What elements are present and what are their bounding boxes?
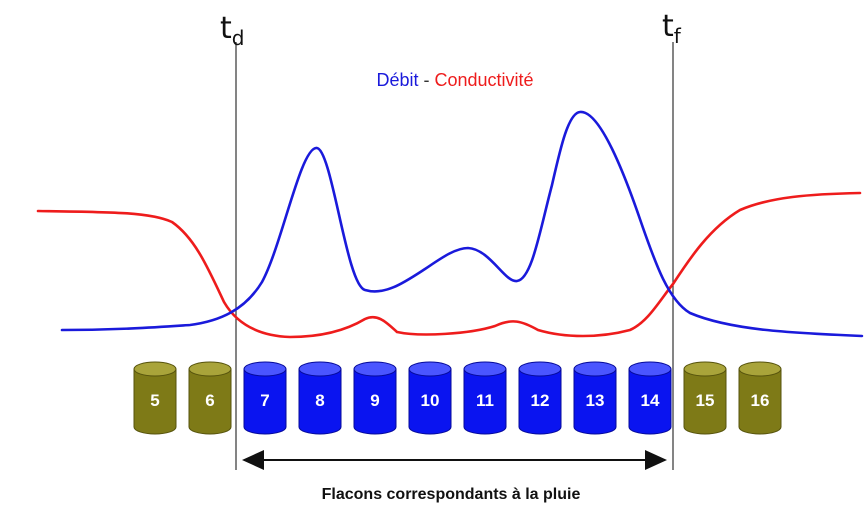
- bottle-row: 5 6 7 8 9 10 11 12 13 14 15 16: [133, 361, 782, 435]
- bottle-body: [298, 368, 342, 435]
- bottle-label: 7: [260, 391, 269, 410]
- bottle-cap: [408, 361, 452, 377]
- bottle-14: 14: [628, 361, 672, 435]
- bottle-cap: [738, 361, 782, 377]
- bottle-cap: [518, 361, 562, 377]
- bottle-label: 11: [476, 391, 494, 410]
- bottle-cap: [628, 361, 672, 377]
- bottle-label: 8: [315, 391, 324, 410]
- bottle-8: 8: [298, 361, 342, 435]
- conductivity-curve: [36, 191, 862, 339]
- rain-bottles-caption: Flacons correspondants à la pluie: [322, 486, 581, 503]
- bottle-cap: [573, 361, 617, 377]
- end-marker-label: tf: [662, 9, 682, 48]
- start-marker-label: td: [220, 11, 244, 50]
- legend-conductivity-label: Conductivité: [434, 70, 533, 90]
- bottle-15: 15: [683, 361, 727, 435]
- bottle-11: 11: [463, 361, 507, 435]
- bottle-label: 6: [205, 391, 214, 410]
- bottle-body: [133, 368, 177, 435]
- end-marker-subscript: f: [674, 24, 682, 48]
- start-marker-letter: t: [220, 11, 232, 46]
- bottle-body: [738, 368, 782, 435]
- bottle-7: 7: [243, 361, 287, 435]
- bottle-cap: [133, 361, 177, 377]
- bottle-body: [243, 368, 287, 435]
- bottle-label: 13: [586, 391, 605, 410]
- bottle-label: 9: [370, 391, 379, 410]
- bottle-cap: [188, 361, 232, 377]
- bottle-label: 12: [531, 391, 550, 410]
- legend-separator: -: [418, 70, 434, 90]
- bottle-cap: [298, 361, 342, 377]
- flow-curve: [60, 110, 864, 338]
- start-marker-subscript: d: [232, 26, 245, 50]
- bottle-cap: [243, 361, 287, 377]
- bottle-body: [628, 368, 672, 435]
- bottle-label: 15: [696, 391, 715, 410]
- bottle-body: [518, 368, 562, 435]
- curve-legend: Débit - Conductivité: [376, 70, 533, 90]
- bottle-16: 16: [738, 361, 782, 435]
- bottle-9: 9: [353, 361, 397, 435]
- bottle-12: 12: [518, 361, 562, 435]
- bottle-body: [463, 368, 507, 435]
- end-marker-letter: t: [662, 9, 674, 44]
- bottle-label: 14: [641, 391, 660, 410]
- bottle-body: [683, 368, 727, 435]
- bottle-body: [408, 368, 452, 435]
- legend-flow-label: Débit: [376, 70, 418, 90]
- bottle-label: 16: [751, 391, 770, 410]
- bottle-13: 13: [573, 361, 617, 435]
- bottle-body: [188, 368, 232, 435]
- bottle-cap: [463, 361, 507, 377]
- bottle-body: [573, 368, 617, 435]
- bottle-body: [353, 368, 397, 435]
- bottle-label: 5: [150, 391, 159, 410]
- bottle-6: 6: [188, 361, 232, 435]
- bottle-5: 5: [133, 361, 177, 435]
- bottle-10: 10: [408, 361, 452, 435]
- bottle-cap: [353, 361, 397, 377]
- bottle-cap: [683, 361, 727, 377]
- bottle-label: 10: [421, 391, 440, 410]
